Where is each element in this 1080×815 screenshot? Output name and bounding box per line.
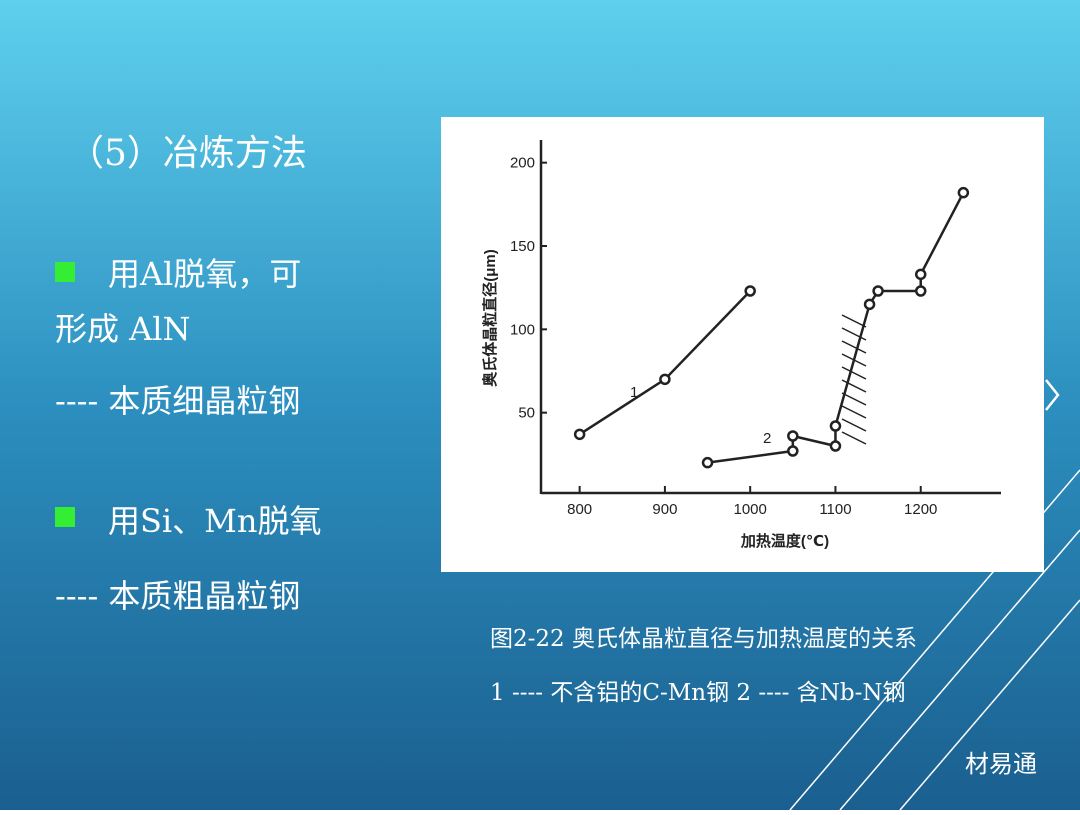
x-axis-label: 加热温度(℃) — [740, 532, 829, 550]
x-tick-label: 1100 — [819, 501, 851, 518]
point — [957, 186, 970, 199]
bullet-note: ---- 本质细晶粒钢 — [55, 382, 300, 420]
y-tick-label: 150 — [510, 238, 535, 255]
point — [701, 456, 714, 469]
hatch — [841, 314, 867, 328]
chart: 50 100 150 200 800 900 1000 1100 1200 加热温度(℃) 奥氏体晶… — [481, 140, 1001, 550]
bullet-text: 形成 AlN — [55, 310, 191, 348]
point — [573, 428, 586, 441]
point — [829, 440, 842, 452]
bullet-icon — [55, 507, 75, 527]
x-tick-label: 1000 — [733, 501, 766, 518]
bullet-text: 用Si、Mn脱氧 — [108, 502, 322, 540]
y-tick-label: 50 — [518, 405, 535, 422]
hatch — [841, 431, 867, 445]
bullet-icon — [55, 262, 75, 282]
watermark: 材易通 — [965, 750, 1037, 778]
point — [829, 420, 842, 432]
caption: 图2-22 奥氏体晶粒直径与加热温度的关系 — [490, 626, 917, 652]
caption: 1 ---- 不含铝的C-Mn钢 2 ---- 含Nb-N钢 — [490, 680, 905, 706]
curve — [707, 192, 965, 464]
point — [744, 285, 756, 297]
hatch — [841, 418, 867, 432]
title: （5）冶炼方法 — [68, 133, 307, 174]
point — [863, 298, 876, 311]
hatch — [841, 340, 867, 354]
x-tick-label: 1200 — [904, 501, 937, 518]
curve-label: 1 — [630, 384, 638, 401]
curve-label: 2 — [763, 430, 771, 447]
hatch — [841, 366, 867, 380]
hatch — [841, 392, 867, 406]
bullet-text: 用Al脱氧，可 — [108, 255, 301, 293]
x-tick-label: 800 — [567, 501, 592, 518]
y-axis-label: 奥氏体晶粒直径(μm) — [481, 249, 499, 387]
point — [787, 445, 799, 457]
point — [787, 430, 799, 442]
point — [914, 285, 927, 297]
hatch — [841, 405, 867, 419]
bullet-note: ---- 本质粗晶粒钢 — [55, 577, 300, 615]
x-tick-label: 900 — [652, 501, 677, 518]
point — [659, 373, 671, 386]
hatch — [841, 379, 867, 393]
point — [872, 285, 884, 297]
y-tick-label: 200 — [510, 155, 535, 172]
point — [914, 268, 927, 281]
hatch — [841, 327, 867, 341]
y-tick-label: 100 — [510, 321, 535, 338]
